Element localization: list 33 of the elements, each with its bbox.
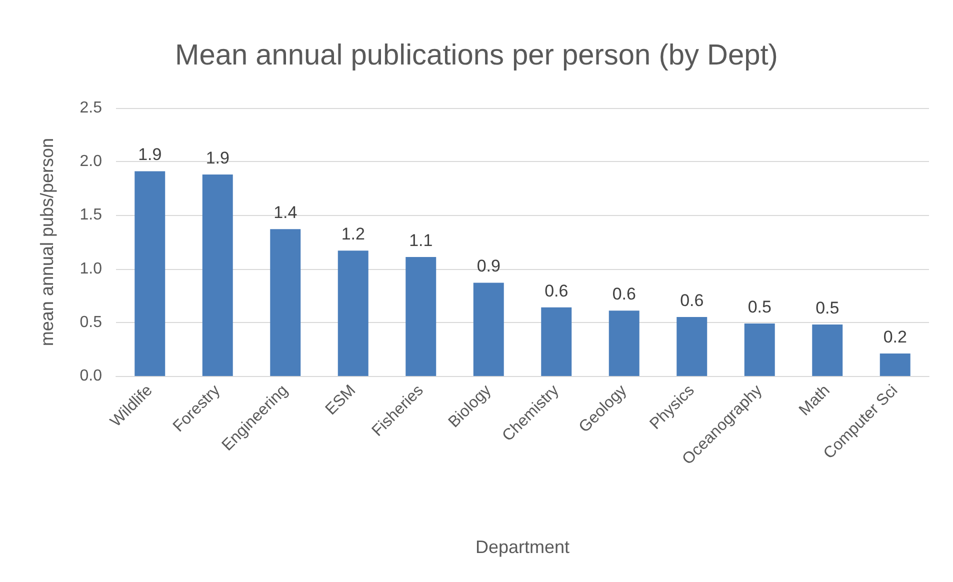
data-label: 1.1 bbox=[409, 231, 433, 250]
y-tick-label: 0.5 bbox=[80, 314, 102, 331]
y-tick-label: 2.5 bbox=[80, 100, 102, 116]
data-label: 0.6 bbox=[544, 281, 568, 300]
data-label: 0.6 bbox=[612, 284, 636, 304]
data-label: 1.2 bbox=[341, 224, 365, 244]
bar bbox=[338, 250, 368, 376]
bar bbox=[744, 323, 775, 376]
bar bbox=[406, 257, 436, 376]
y-tick-label: 1.0 bbox=[80, 260, 102, 278]
data-label: 0.6 bbox=[680, 291, 704, 310]
bar bbox=[473, 282, 504, 376]
y-tick-label: 1.5 bbox=[80, 206, 102, 224]
bar bbox=[812, 324, 843, 376]
bar bbox=[880, 353, 910, 376]
y-tick-label: 2.0 bbox=[80, 153, 102, 170]
data-label: 1.9 bbox=[206, 148, 230, 168]
bar bbox=[202, 174, 233, 376]
bar bbox=[541, 307, 572, 376]
bar bbox=[676, 317, 708, 376]
data-label: 0.2 bbox=[883, 327, 907, 346]
chart-title: Mean annual publications per person (by Dept) bbox=[175, 40, 778, 72]
bar bbox=[608, 310, 640, 376]
y-axis-title: mean annual pubs/person bbox=[37, 138, 57, 346]
data-label: 0.5 bbox=[748, 297, 772, 316]
data-label: 0.5 bbox=[816, 298, 840, 318]
bar bbox=[270, 229, 301, 376]
data-label: 1.9 bbox=[138, 145, 162, 164]
y-tick-label: 0.0 bbox=[80, 368, 102, 384]
bar bbox=[134, 171, 166, 376]
data-label: 0.9 bbox=[476, 256, 500, 276]
x-axis-title: Department bbox=[475, 537, 570, 557]
data-label: 1.4 bbox=[274, 203, 298, 222]
